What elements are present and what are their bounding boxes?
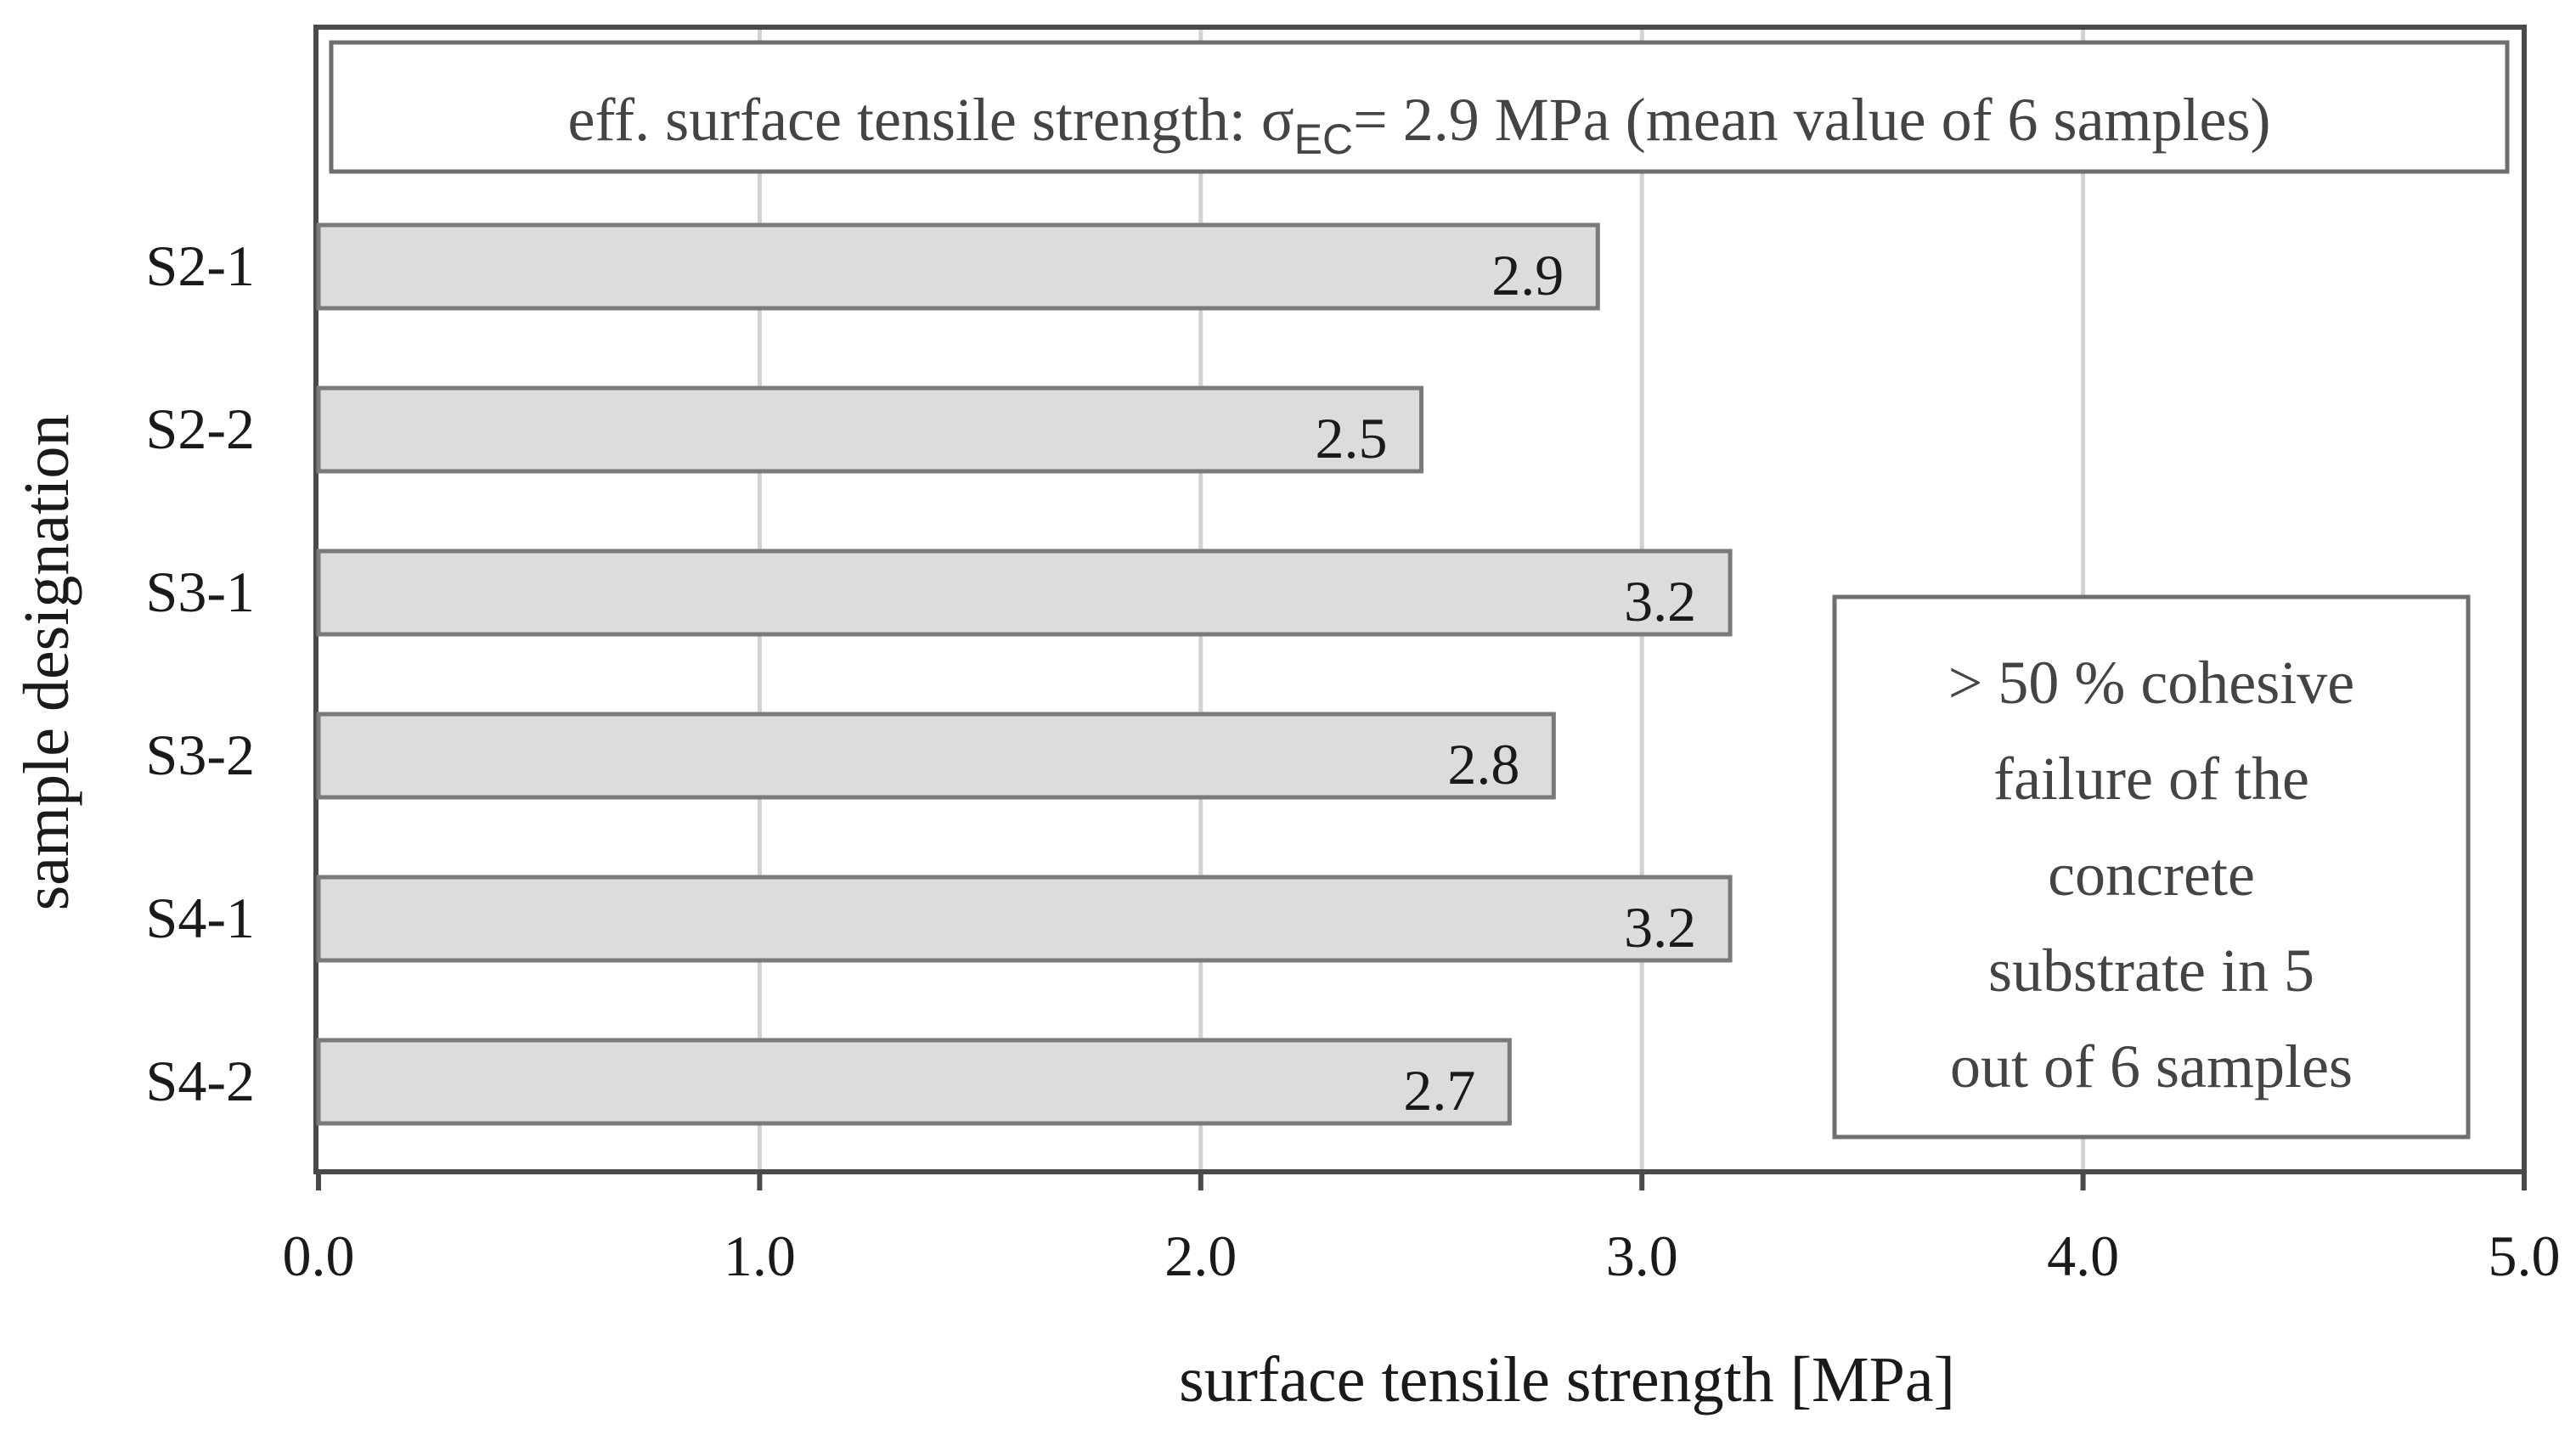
header-box: eff. surface tensile strength: σEC= 2.9 … xyxy=(329,40,2510,174)
annotation-line: concrete xyxy=(2048,841,2255,909)
bars xyxy=(316,222,1733,1126)
bar xyxy=(316,222,1600,311)
category-label: S3-2 xyxy=(146,723,255,787)
y-axis-title: sample designation xyxy=(11,414,82,911)
header-suffix: = 2.9 MPa xyxy=(1353,86,1610,154)
value-label: 2.7 xyxy=(1403,1058,1475,1123)
value-label: 2.5 xyxy=(1316,406,1388,470)
x-axis-tick-labels: 0.0 1.0 2.0 3.0 4.0 5.0 xyxy=(283,1224,2561,1288)
x-tick-label: 5.0 xyxy=(2489,1224,2561,1288)
x-tick-label: 2.0 xyxy=(1164,1224,1237,1288)
annotation-line: failure of the xyxy=(1993,745,2309,813)
x-tick-label: 1.0 xyxy=(724,1224,796,1288)
category-labels: S2-1 S2-2 S3-1 S3-2 S4-1 S4-2 xyxy=(146,234,255,1113)
bar xyxy=(316,875,1733,963)
x-axis-ticks xyxy=(316,1169,2527,1190)
plot-frame xyxy=(313,25,2527,1174)
header-prefix: eff. surface tensile strength: xyxy=(567,86,1260,154)
header-note: (mean value of 6 samples) xyxy=(1626,86,2271,154)
value-label: 2.9 xyxy=(1491,243,1564,307)
x-tick-label: 0.0 xyxy=(283,1224,355,1288)
category-label: S4-2 xyxy=(146,1049,255,1113)
annotation-box-frame xyxy=(1832,594,2471,1140)
category-label: S4-1 xyxy=(146,886,255,950)
value-label: 3.2 xyxy=(1624,895,1696,960)
bar xyxy=(316,1038,1512,1126)
header-spacer xyxy=(1610,86,1626,154)
category-label: S2-1 xyxy=(146,234,255,298)
annotation-line: out of 6 samples xyxy=(1950,1033,2353,1100)
bar xyxy=(316,386,1423,474)
value-labels: 2.9 2.5 3.2 2.8 3.2 2.7 xyxy=(1316,243,1697,1123)
x-tick-label: 3.0 xyxy=(1606,1224,1678,1288)
header-box-frame xyxy=(329,40,2510,174)
header-box-text: eff. surface tensile strength: σEC= 2.9 … xyxy=(567,86,2270,163)
value-label: 2.8 xyxy=(1447,732,1519,796)
x-axis-title: surface tensile strength [MPa] xyxy=(1179,1344,1955,1415)
value-label: 3.2 xyxy=(1624,569,1696,633)
annotation-line: > 50 % cohesive xyxy=(1948,649,2354,717)
category-label: S2-2 xyxy=(146,397,255,461)
header-sigma: σ xyxy=(1261,86,1294,154)
x-tick-label: 4.0 xyxy=(2047,1224,2119,1288)
annotation-line: substrate in 5 xyxy=(1988,937,2314,1005)
bar xyxy=(316,549,1733,637)
bar xyxy=(316,712,1556,800)
annotation-box: > 50 % cohesive failure of the concrete … xyxy=(1832,594,2471,1140)
category-label: S3-1 xyxy=(146,560,255,624)
header-subscript: EC xyxy=(1294,115,1353,163)
